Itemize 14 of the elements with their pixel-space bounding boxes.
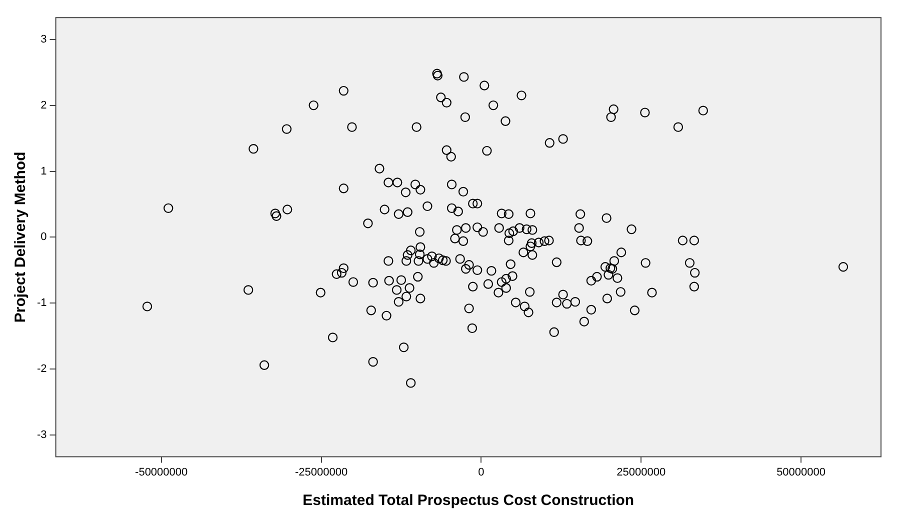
x-axis-title: Estimated Total Prospectus Cost Construction xyxy=(302,492,634,510)
x-tick-label: 50000000 xyxy=(776,466,826,478)
x-tick-label: 0 xyxy=(478,466,484,478)
y-tick-label: -3 xyxy=(37,429,47,442)
x-tick-label: 25000000 xyxy=(616,466,666,478)
y-tick-label: 2 xyxy=(40,99,47,112)
y-tick-label: 3 xyxy=(40,33,47,46)
x-tick-label: -25000000 xyxy=(294,466,348,478)
y-tick-label: 1 xyxy=(40,165,47,178)
x-tick-label: -50000000 xyxy=(135,466,188,478)
y-tick-label: -2 xyxy=(37,363,47,376)
y-axis-title: Project Delivery Method xyxy=(12,152,30,323)
y-tick-label: -1 xyxy=(37,297,47,310)
y-tick-label: 0 xyxy=(40,231,47,244)
